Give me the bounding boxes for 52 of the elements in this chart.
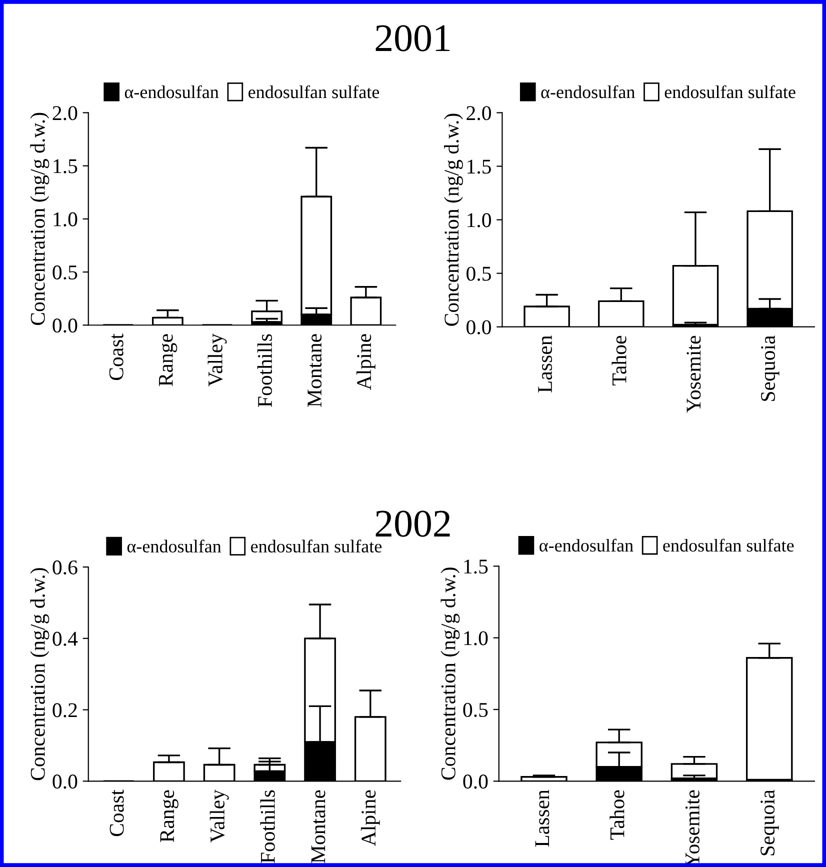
x-tick-label: Tahoe [610,790,624,840]
x-tick-label: Sequoia [760,790,779,856]
y-tick-label: 0.0 [466,320,491,334]
x-tick-label: Sequoia [761,335,780,401]
y-tick-label: 0.5 [52,265,78,280]
x-tick-label: Yosemite [685,790,700,867]
x-tick-label: Tahoe [612,336,626,386]
y-tick-label: 0.2 [52,703,77,718]
y-tick-label: 0.5 [466,266,491,281]
x-tick-label: Lassen [538,336,552,392]
x-tick-label: Coast [110,790,124,836]
x-tick-label: Range [160,790,178,842]
x-tick-label: Alpine [360,790,380,846]
legend-label: α-endosulfan [540,538,634,552]
x-tick-label: Yosemite [686,336,701,413]
y-tick-label: 0.6 [52,560,78,575]
y-axis-title: Concentration (ng/g d.w.) [30,568,50,780]
y-tick-label: 2.0 [466,106,491,120]
chart-title: 2001 [376,25,450,52]
x-tick-label: Alpine [356,334,376,390]
x-tick-label: Valley [210,790,229,842]
y-tick-label: 0.0 [52,318,78,333]
x-tick-label: Foothills [257,334,272,407]
y-tick-label: 1.0 [464,631,488,646]
y-tick-label: 0.0 [52,774,78,789]
x-tick-label: Valley [208,334,227,386]
legend-label: endosulfan sulfate [248,85,380,98]
y-axis-title: Concentration (ng/g d.w.) [440,568,460,780]
legend-label: α-endosulfan [127,540,222,553]
y-axis-title: Concentration (ng/g d.w.) [444,114,463,326]
y-axis-title: Concentration (ng/g d.w.) [30,112,50,325]
x-tick-label: Foothills [260,790,275,863]
legend-label: α-endosulfan [541,85,635,98]
chart-title: 2002 [376,510,450,537]
x-tick-label: Montane [308,334,322,407]
y-tick-label: 0.5 [463,702,488,718]
y-tick-label: 1.0 [468,213,491,228]
y-tick-label: 1.0 [54,212,78,226]
x-tick-label: Lassen [535,790,550,847]
legend-label: endosulfan sulfate [250,540,382,553]
y-tick-label: 2.0 [52,106,78,120]
legend-label: endosulfan sulfate [663,538,794,552]
y-tick-label: 0.4 [52,632,78,646]
y-tick-label: 1.5 [468,160,491,174]
y-tick-label: 1.5 [464,560,488,574]
x-tick-label: Montane [311,790,326,863]
x-tick-label: Range [158,334,178,386]
x-tick-label: Coast [109,334,124,380]
y-tick-label: 1.5 [54,159,78,174]
legend-label: α-endosulfan [124,85,219,98]
legend-label: endosulfan sulfate [664,85,796,98]
y-tick-label: 0.0 [463,774,488,789]
